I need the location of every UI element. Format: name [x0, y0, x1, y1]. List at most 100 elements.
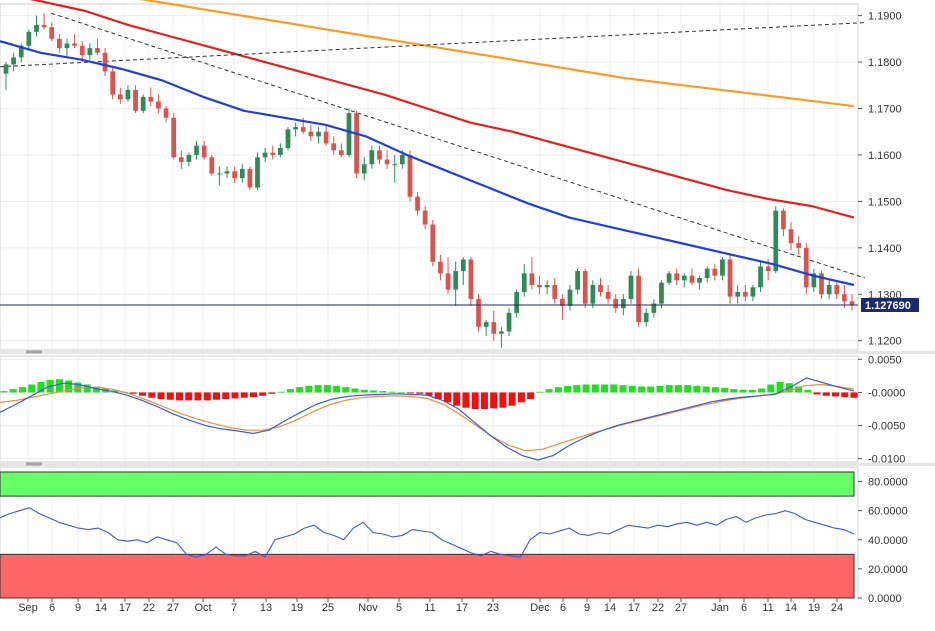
candle-body [506, 312, 512, 332]
candle-body [773, 210, 779, 272]
candle-body [3, 64, 9, 74]
candle [773, 206, 779, 274]
candle [781, 208, 786, 237]
x-axis-tick-label: 17 [456, 602, 468, 614]
candle-body [613, 298, 619, 309]
candle-body [361, 164, 367, 174]
candle-body [468, 259, 474, 299]
candle-body [125, 89, 131, 100]
x-axis-tick-label: 22 [143, 602, 155, 614]
candle [133, 85, 138, 114]
price-panel-frame [0, 3, 859, 351]
macd-histogram-bar [74, 382, 82, 393]
candle [262, 147, 268, 162]
candle-body [72, 43, 77, 46]
candle-body [415, 196, 420, 211]
candle [285, 127, 291, 151]
candle-body [232, 171, 238, 179]
candle-body [247, 168, 253, 188]
candle [758, 261, 763, 292]
macd-rsi-separator[interactable] [0, 463, 935, 466]
macd-histogram-bar [231, 392, 239, 399]
candle [681, 273, 687, 288]
candle-body [735, 291, 741, 297]
candle [102, 48, 108, 76]
candle-body [186, 154, 192, 162]
candle-body [156, 101, 161, 109]
macd-histogram-bar [443, 392, 451, 403]
candle-body [34, 24, 39, 32]
candle-body [133, 89, 138, 111]
candle-body [567, 289, 573, 306]
candle-body [163, 108, 169, 118]
macd-histogram-bar [499, 392, 507, 408]
macd-histogram-bar [462, 392, 470, 408]
candle-body [140, 96, 146, 111]
candle [796, 236, 802, 255]
candle [201, 141, 207, 160]
rsi-axis-tick-label: 20.0000 [868, 564, 908, 576]
macd-panel-frame [0, 355, 859, 463]
candle [491, 310, 497, 341]
x-axis-tick-label: 17 [119, 602, 131, 614]
candle-body [102, 52, 108, 72]
candle [140, 94, 146, 114]
candle [826, 280, 832, 299]
candle [788, 222, 794, 251]
macd-histogram-bar [453, 392, 461, 406]
x-axis-tick-label: 25 [322, 602, 334, 614]
x-axis-tick-label: 6 [560, 602, 566, 614]
x-axis-tick-label: 22 [652, 602, 664, 614]
candle-body [64, 43, 70, 49]
candle-body [636, 275, 641, 323]
candle-body [491, 322, 497, 334]
macd-histogram-bar [397, 392, 405, 394]
candle-body [689, 275, 695, 283]
candle [361, 157, 367, 181]
macd-histogram-bar [55, 379, 63, 393]
candle [537, 275, 542, 295]
trendline-1 [51, 12, 866, 279]
candle-body [849, 301, 855, 305]
x-axis-tick-label: Nov [358, 602, 378, 614]
candle [697, 275, 702, 290]
macd-histogram-bar [28, 384, 36, 393]
candle-body [278, 147, 283, 155]
candle-body [499, 331, 504, 334]
macd-histogram-bar [0, 391, 8, 393]
candle [163, 106, 169, 123]
macd-histogram-bar [721, 387, 729, 393]
rsi-panel [0, 471, 855, 599]
candle [178, 150, 184, 169]
macd-histogram-bar [286, 389, 294, 393]
candle [811, 268, 817, 292]
macd-histogram-bar [656, 385, 664, 393]
sma-50-line [0, 40, 855, 287]
candle-body [811, 273, 817, 288]
candle [384, 150, 390, 169]
candle-body [651, 303, 657, 313]
x-axis-tick-label: 13 [260, 602, 272, 614]
candle [41, 13, 47, 30]
candle [278, 143, 283, 158]
x-axis-tick-label: 6 [741, 602, 747, 614]
macd-histogram-bar [333, 385, 341, 393]
macd-histogram-bar [305, 385, 313, 393]
candle [56, 34, 62, 53]
candle-body [430, 224, 436, 262]
candle [834, 280, 840, 299]
candle-body [316, 131, 321, 137]
candle-body [18, 45, 24, 58]
candle-body [384, 159, 390, 165]
candle [72, 34, 77, 49]
price-macd-separator[interactable] [0, 351, 935, 354]
candle [613, 294, 619, 313]
candle-body [194, 145, 199, 155]
candle-body [598, 284, 603, 292]
price-axis-tick-label: 1.1900 [868, 11, 902, 23]
candle-body [171, 117, 177, 158]
macd-histogram-bar [129, 392, 137, 394]
candle [26, 29, 32, 51]
